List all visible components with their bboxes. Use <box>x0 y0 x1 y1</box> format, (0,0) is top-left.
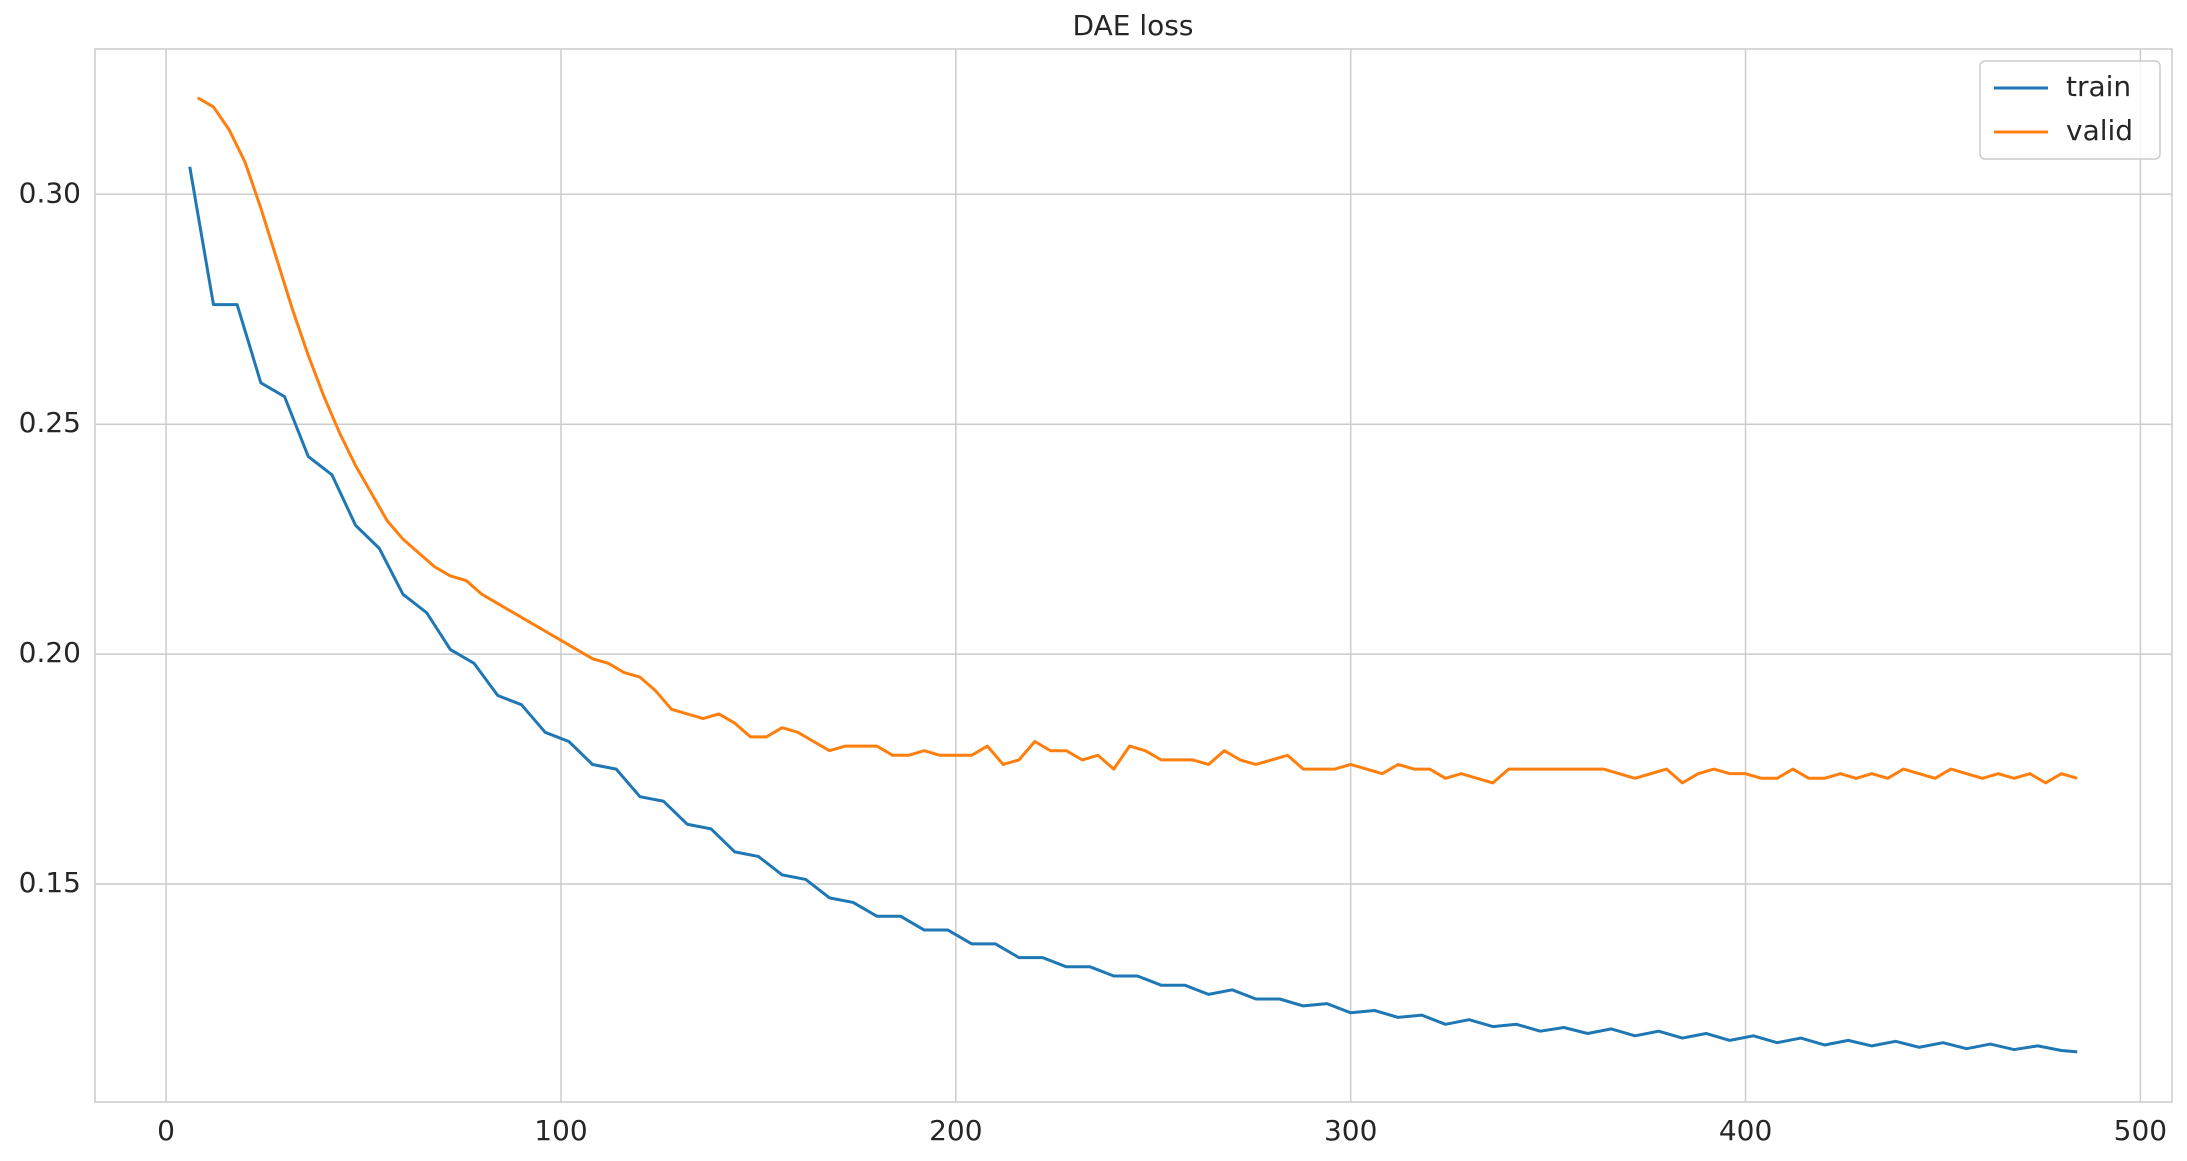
y-tick-label: 0.20 <box>19 636 81 669</box>
line <box>188 166 2078 1054</box>
plot-frame <box>94 48 2173 1103</box>
y-tick-label: 0.30 <box>19 176 81 209</box>
x-tick-label: 200 <box>929 1114 982 1147</box>
x-tick-label: 100 <box>534 1114 587 1147</box>
legend-label: valid <box>2066 114 2133 147</box>
x-tick-label: 0 <box>157 1114 175 1147</box>
y-tick-label: 0.15 <box>19 866 81 899</box>
line <box>196 96 2078 785</box>
x-tick-label: 500 <box>2114 1114 2167 1147</box>
chart-title: DAE loss <box>1073 9 1194 42</box>
x-tick-label: 400 <box>1719 1114 1772 1147</box>
y-tick-label: 0.25 <box>19 406 81 439</box>
legend-box <box>1979 60 2161 160</box>
legend-label: train <box>2066 70 2131 103</box>
x-tick-label: 300 <box>1324 1114 1377 1147</box>
